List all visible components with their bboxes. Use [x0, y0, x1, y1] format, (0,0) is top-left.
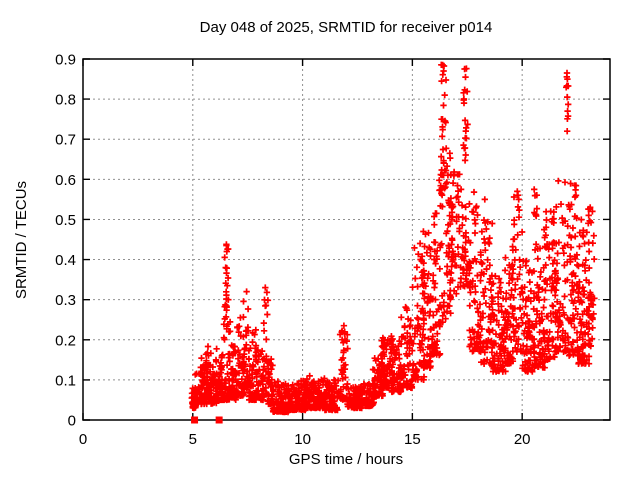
chart-title: Day 048 of 2025, SRMTID for receiver p01…	[200, 19, 493, 36]
gridlines	[83, 59, 610, 420]
zero-value-square-marker	[191, 416, 199, 424]
x-tick-label: 0	[79, 431, 87, 448]
y-tick-label: 0.3	[55, 292, 76, 309]
x-tick-label: 5	[189, 431, 197, 448]
zero-value-square-marker	[215, 416, 223, 424]
plot-border	[82, 58, 611, 421]
y-tick-label: 0.6	[55, 172, 76, 189]
tick-labels: 0 5 10 15 20 0 0.1 0.2 0.3 0.4 0.5 0.6 0.7 0.8 0.9	[55, 52, 530, 449]
x-tick-label: 10	[294, 431, 311, 448]
y-tick-label: 0.8	[55, 92, 76, 109]
y-tick-label: 0.4	[55, 252, 76, 269]
y-tick-label: 0	[68, 413, 76, 430]
y-tick-label: 0.5	[55, 212, 76, 229]
baseline-square-markers	[191, 416, 223, 424]
x-axis-label: GPS time / hours	[289, 451, 403, 468]
y-tick-label: 0.1	[55, 372, 76, 389]
y-tick-label: 0.2	[55, 332, 76, 349]
x-tick-label: 20	[514, 431, 531, 448]
scatter-data-points	[188, 61, 598, 416]
y-tick-label: 0.9	[55, 52, 76, 69]
y-axis-label: SRMTID / TECUs	[13, 181, 30, 299]
x-tick-label: 15	[404, 431, 421, 448]
y-tick-label: 0.7	[55, 132, 76, 149]
